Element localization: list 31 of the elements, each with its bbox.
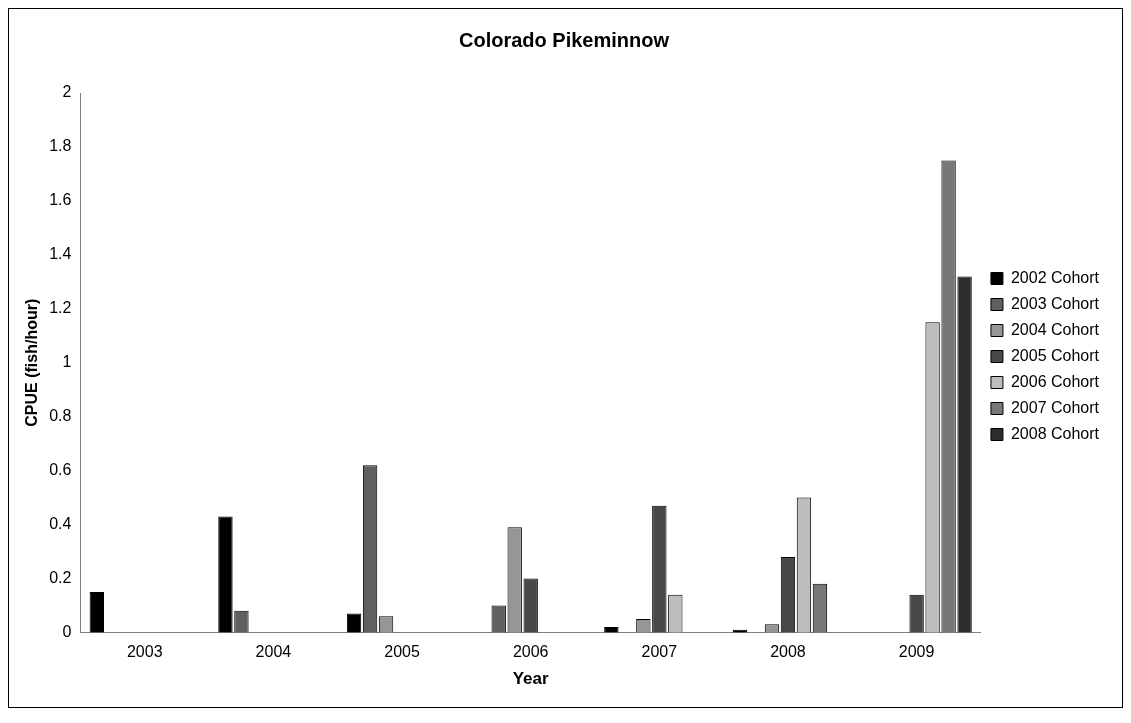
y-tick-label: 0 [62, 622, 72, 640]
x-tick-label: 2006 [512, 643, 549, 661]
x-axis-title: Year [512, 669, 550, 689]
y-tick-label: 0.4 [49, 514, 72, 532]
legend-label: 2002 Cohort [1010, 268, 1100, 286]
legend-label: 2006 Cohort [1010, 372, 1100, 390]
x-tick-label: 2007 [641, 643, 678, 661]
y-tick-label: 0.2 [49, 568, 72, 586]
bar [89, 591, 104, 633]
y-axis-title: CPUE (fish/hour) [23, 298, 41, 427]
x-tick-label: 2005 [384, 643, 420, 661]
bar [604, 627, 619, 633]
legend-label: 2005 Cohort [1010, 346, 1100, 364]
legend-label: 2007 Cohort [1010, 398, 1100, 416]
y-tick-label: 0.8 [49, 407, 72, 425]
y-tick-label: 1 [62, 353, 72, 371]
y-tick-label: 1.6 [49, 191, 72, 209]
y-tick-label: 1.2 [49, 299, 72, 317]
legend-label: 2004 Cohort [1010, 320, 1100, 338]
y-tick-label: 1.4 [49, 245, 72, 263]
chart-title: Colorado Pikeminnow [458, 28, 670, 51]
y-tick-label: 1.8 [49, 137, 72, 155]
bar [218, 516, 233, 633]
y-tick-label: 2 [62, 83, 72, 101]
x-tick-label: 2008 [770, 643, 806, 661]
x-tick-label: 2009 [898, 643, 935, 661]
x-tick-label: 2003 [126, 643, 163, 661]
legend-label: 2003 Cohort [1010, 294, 1100, 312]
x-tick-label: 2004 [255, 643, 292, 661]
legend-label: 2008 Cohort [1010, 424, 1100, 442]
y-tick-label: 0.6 [49, 460, 72, 478]
